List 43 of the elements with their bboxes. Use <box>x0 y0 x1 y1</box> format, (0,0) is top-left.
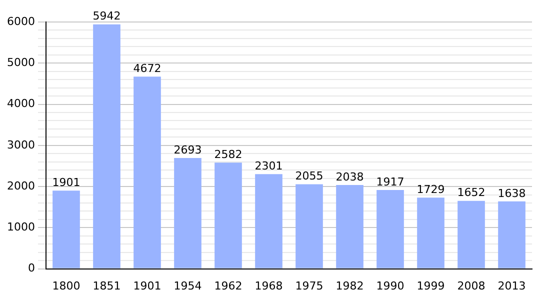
y-tick-label: 1000 <box>6 220 35 234</box>
x-tick-label: 1990 <box>376 279 404 292</box>
data-label: 1917 <box>376 175 404 188</box>
data-label: 1729 <box>416 183 445 196</box>
x-tick-label: 1954 <box>174 279 202 292</box>
bar <box>498 201 526 268</box>
data-label: 4672 <box>133 62 162 75</box>
x-tick-label: 1901 <box>133 279 162 292</box>
bar <box>376 190 404 268</box>
data-label: 1901 <box>52 176 80 189</box>
data-label: 1638 <box>498 186 526 200</box>
data-label: 2038 <box>336 170 364 184</box>
y-tick-label: 6000 <box>6 14 35 28</box>
x-tick-label: 1999 <box>416 279 445 292</box>
y-tick-label: 2000 <box>6 179 35 192</box>
bar <box>417 198 444 268</box>
x-tick-label: 1968 <box>254 279 283 292</box>
y-tick-label: 5000 <box>6 56 35 69</box>
bar <box>214 162 242 268</box>
data-label: 2301 <box>254 160 283 173</box>
data-label: 2582 <box>214 148 242 161</box>
bar <box>296 184 323 268</box>
bar <box>134 76 161 268</box>
x-tick-label: 1851 <box>92 279 121 292</box>
x-tick-label: 1962 <box>214 279 242 292</box>
bar <box>174 158 202 268</box>
bar <box>336 184 364 268</box>
x-tick-label: 1800 <box>52 279 80 292</box>
x-tick-label: 1982 <box>336 279 364 292</box>
bar <box>93 24 120 268</box>
data-label: 2693 <box>174 143 202 156</box>
bar <box>52 190 80 268</box>
data-label: 2055 <box>295 170 324 183</box>
x-tick-label: 2013 <box>498 279 526 292</box>
x-tick-label: 1975 <box>295 279 324 292</box>
y-tick-label: 3000 <box>6 138 35 152</box>
data-label: 5942 <box>92 10 121 23</box>
bar <box>255 174 282 268</box>
y-tick-label: 0 <box>28 262 35 275</box>
data-label: 1652 <box>457 186 486 200</box>
bar <box>458 200 485 268</box>
y-tick-label: 4000 <box>6 97 35 110</box>
x-tick-label: 2008 <box>457 279 486 292</box>
